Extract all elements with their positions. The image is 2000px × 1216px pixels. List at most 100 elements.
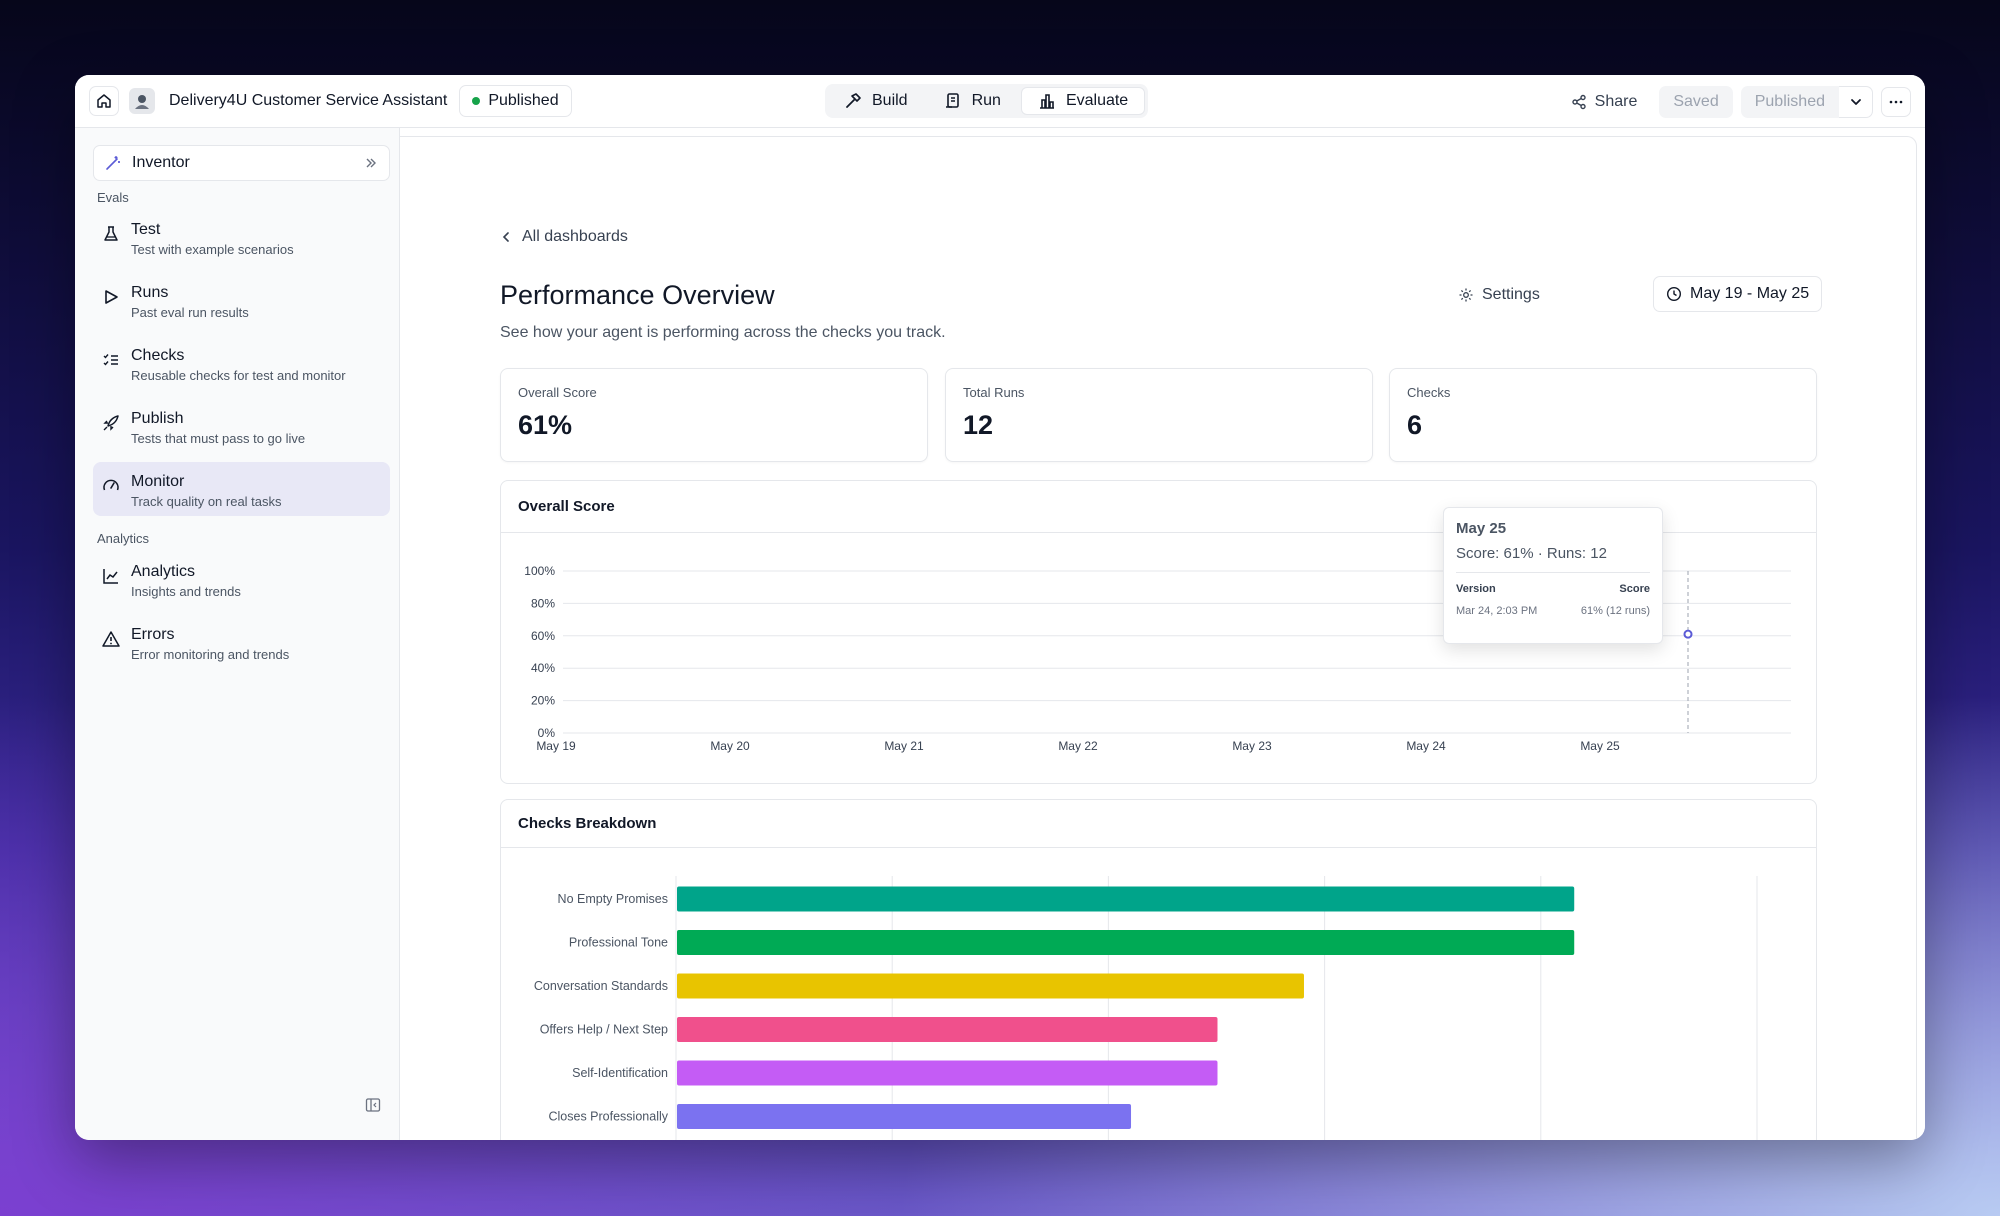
tab-evaluate[interactable]: Evaluate (1020, 87, 1146, 115)
back-link[interactable]: All dashboards (500, 228, 628, 246)
overall-score-card-title: Overall Score (501, 481, 1816, 533)
y-tick-label: 40% (531, 661, 555, 675)
tooltip-col-version: Version (1456, 583, 1496, 595)
chevron-left-icon (502, 232, 509, 242)
sidebar-item-publish[interactable]: Publish Tests that must pass to go live (93, 399, 390, 453)
saved-button[interactable]: Saved (1659, 86, 1733, 118)
chart-tooltip: May 25 Score: 61% · Runs: 12 Version Sco… (1443, 507, 1663, 644)
checks-breakdown-card: Checks Breakdown No Empty Promises Profes… (500, 799, 1817, 1140)
checks-breakdown-card-title: Checks Breakdown (501, 800, 1816, 848)
more-button[interactable] (1881, 87, 1911, 117)
top-actions: Share Saved Published (1557, 86, 1911, 118)
stat-card-overall-score: Overall Score 61% (500, 368, 928, 462)
warning-icon (102, 631, 120, 647)
clock-icon (1666, 286, 1682, 302)
status-badge-label: Published (488, 92, 559, 109)
inventor-button[interactable]: Inventor (93, 145, 390, 181)
agent-avatar (129, 88, 155, 114)
status-badge[interactable]: Published (459, 85, 572, 117)
tab-run[interactable]: Run (928, 87, 1017, 115)
tooltip-row-score: 61% (12 runs) (1580, 605, 1650, 617)
stat-value: 12 (963, 410, 994, 440)
x-tick-label: May 21 (884, 739, 924, 753)
tab-build[interactable]: Build (828, 87, 924, 115)
share-button[interactable]: Share (1557, 93, 1652, 111)
checks-breakdown-chart: No Empty Promises Professional Tone Conver… (534, 876, 1758, 1140)
tooltip-col-score: Score (1619, 583, 1650, 595)
settings-button[interactable]: Settings (1458, 286, 1540, 304)
home-icon (97, 94, 111, 108)
publish-menu-button[interactable] (1839, 86, 1873, 118)
tab-run-label: Run (971, 92, 1001, 109)
sidebar-item-title: Publish (131, 410, 184, 427)
double-chevron-right-icon (366, 158, 376, 168)
mode-switcher: Build Run Evaluate (825, 84, 1149, 118)
sidebar-item-checks[interactable]: Checks Reusable checks for test and monit… (93, 336, 390, 390)
sidebar-item-test[interactable]: Test Test with example scenarios (93, 210, 390, 264)
sidebar-item-errors[interactable]: Errors Error monitoring and trends (93, 615, 390, 669)
play-icon (105, 290, 118, 304)
sidebar-item-sub: Tests that must pass to go live (131, 431, 306, 446)
stat-label: Overall Score (518, 385, 597, 400)
tooltip-row: Mar 24, 2:03 PM 61% (12 runs) (1456, 605, 1650, 617)
sidebar-item-analytics[interactable]: Analytics Insights and trends (93, 552, 390, 606)
main-content: All dashboards Performance Overview See … (400, 128, 1925, 1140)
more-icon (1889, 100, 1903, 104)
status-dot-icon (472, 97, 481, 105)
tab-build-label: Build (872, 92, 908, 109)
sidebar-item-title: Runs (131, 284, 169, 301)
home-button[interactable] (89, 86, 119, 116)
sidebar-item-title: Monitor (131, 473, 185, 490)
published-button[interactable]: Published (1740, 86, 1839, 118)
sidebar-item-monitor[interactable]: Monitor Track quality on real tasks (93, 462, 390, 516)
chevron-down-icon (1850, 99, 1861, 105)
hammer-icon (846, 93, 861, 108)
document-icon (945, 93, 959, 108)
x-tick-label: May 25 (1580, 739, 1620, 753)
y-tick-label: 80% (531, 596, 555, 610)
date-range-label: May 19 - May 25 (1690, 285, 1810, 302)
publish-split-button: Published (1740, 86, 1873, 118)
back-link-label: All dashboards (522, 228, 628, 245)
y-tick-label: 0% (538, 726, 556, 740)
checklist-icon (103, 354, 118, 366)
tooltip-title: May 25 (1456, 520, 1507, 537)
top-bar: Delivery4U Customer Service Assistant Pu… (75, 75, 1925, 128)
sidebar-item-sub: Past eval run results (131, 305, 249, 320)
sidebar-item-title: Analytics (131, 563, 196, 580)
tooltip-row-version: Mar 24, 2:03 PM (1456, 605, 1538, 617)
sidebar-item-runs[interactable]: Runs Past eval run results (93, 273, 390, 327)
app-title: Delivery4U Customer Service Assistant (169, 92, 448, 109)
wand-icon (106, 156, 120, 170)
category-label: Closes Professionally (549, 1110, 669, 1124)
sidebar-item-title: Errors (131, 626, 175, 643)
overall-score-chart: 100% 80% 60% 40% 20% 0%May 19 May 20 May 21 May … (524, 564, 1791, 753)
x-tick-label: May 23 (1232, 739, 1272, 753)
stat-value: 61% (518, 410, 573, 440)
collapse-sidebar-button[interactable] (365, 1097, 381, 1118)
tooltip-summary: Score: 61% · Runs: 12 (1456, 545, 1650, 573)
sidebar-item-sub: Error monitoring and trends (131, 647, 290, 662)
sidebar-item-title: Test (131, 221, 161, 238)
date-range-picker[interactable]: May 19 - May 25 (1653, 276, 1823, 312)
page-subtitle: See how your agent is performing across … (500, 324, 946, 341)
share-label: Share (1594, 93, 1638, 110)
stat-card-total-runs: Total Runs 12 (945, 368, 1373, 462)
bar (677, 1017, 1218, 1042)
y-tick-label: 60% (531, 629, 555, 643)
tab-evaluate-label: Evaluate (1065, 92, 1129, 109)
sidebar-item-title: Checks (131, 347, 185, 364)
stat-value: 6 (1407, 410, 1423, 440)
bar (677, 1060, 1218, 1086)
line-chart-icon (103, 569, 118, 584)
agent-avatar-icon (135, 95, 149, 109)
rocket-icon (103, 415, 119, 431)
category-label: No Empty Promises (558, 892, 668, 906)
settings-label: Settings (1482, 286, 1540, 303)
x-tick-label: May 24 (1406, 739, 1446, 753)
sidebar-item-sub: Track quality on real tasks (131, 494, 282, 509)
y-tick-label: 20% (531, 694, 555, 708)
bar (677, 973, 1304, 999)
sidebar-item-sub: Reusable checks for test and monitor (131, 368, 346, 383)
category-label: Professional Tone (569, 936, 668, 950)
